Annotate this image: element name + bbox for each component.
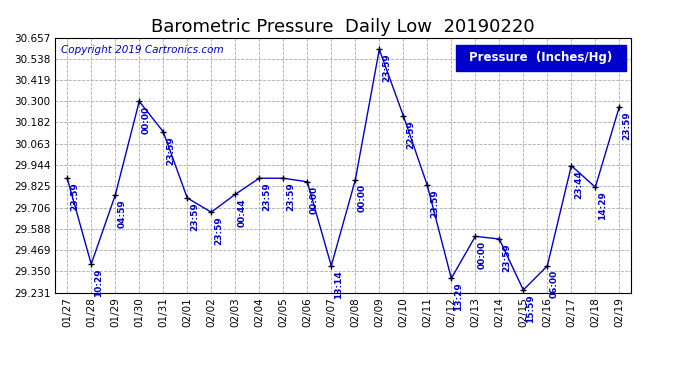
Text: 23:59: 23:59	[430, 189, 439, 218]
Text: Pressure  (Inches/Hg): Pressure (Inches/Hg)	[469, 51, 612, 64]
Text: 23:59: 23:59	[622, 111, 631, 140]
Text: 23:59: 23:59	[70, 182, 79, 211]
Text: 23:59: 23:59	[286, 182, 295, 211]
Text: 10:29: 10:29	[94, 268, 103, 297]
Text: 06:00: 06:00	[550, 270, 559, 298]
FancyBboxPatch shape	[455, 45, 626, 70]
Text: 14:29: 14:29	[598, 191, 607, 220]
Text: 23:59: 23:59	[382, 54, 391, 82]
Text: 23:59: 23:59	[502, 243, 511, 272]
Text: 23:59: 23:59	[262, 182, 271, 211]
Text: 23:59: 23:59	[214, 216, 223, 245]
Text: 15:59: 15:59	[526, 294, 535, 323]
Text: 13:14: 13:14	[334, 270, 343, 299]
Text: 13:29: 13:29	[454, 282, 463, 311]
Text: 00:00: 00:00	[358, 184, 367, 212]
Text: 00:44: 00:44	[238, 198, 247, 227]
Text: 00:00: 00:00	[310, 186, 319, 214]
Text: Copyright 2019 Cartronics.com: Copyright 2019 Cartronics.com	[61, 45, 224, 55]
Text: 23:59: 23:59	[190, 202, 199, 231]
Text: 22:59: 22:59	[406, 120, 415, 148]
Text: 04:59: 04:59	[118, 200, 127, 228]
Text: 23:59: 23:59	[166, 136, 175, 165]
Title: Barometric Pressure  Daily Low  20190220: Barometric Pressure Daily Low 20190220	[152, 18, 535, 36]
Text: 23:44: 23:44	[574, 170, 583, 199]
Text: 00:00: 00:00	[142, 105, 151, 134]
Text: 00:00: 00:00	[478, 240, 487, 268]
